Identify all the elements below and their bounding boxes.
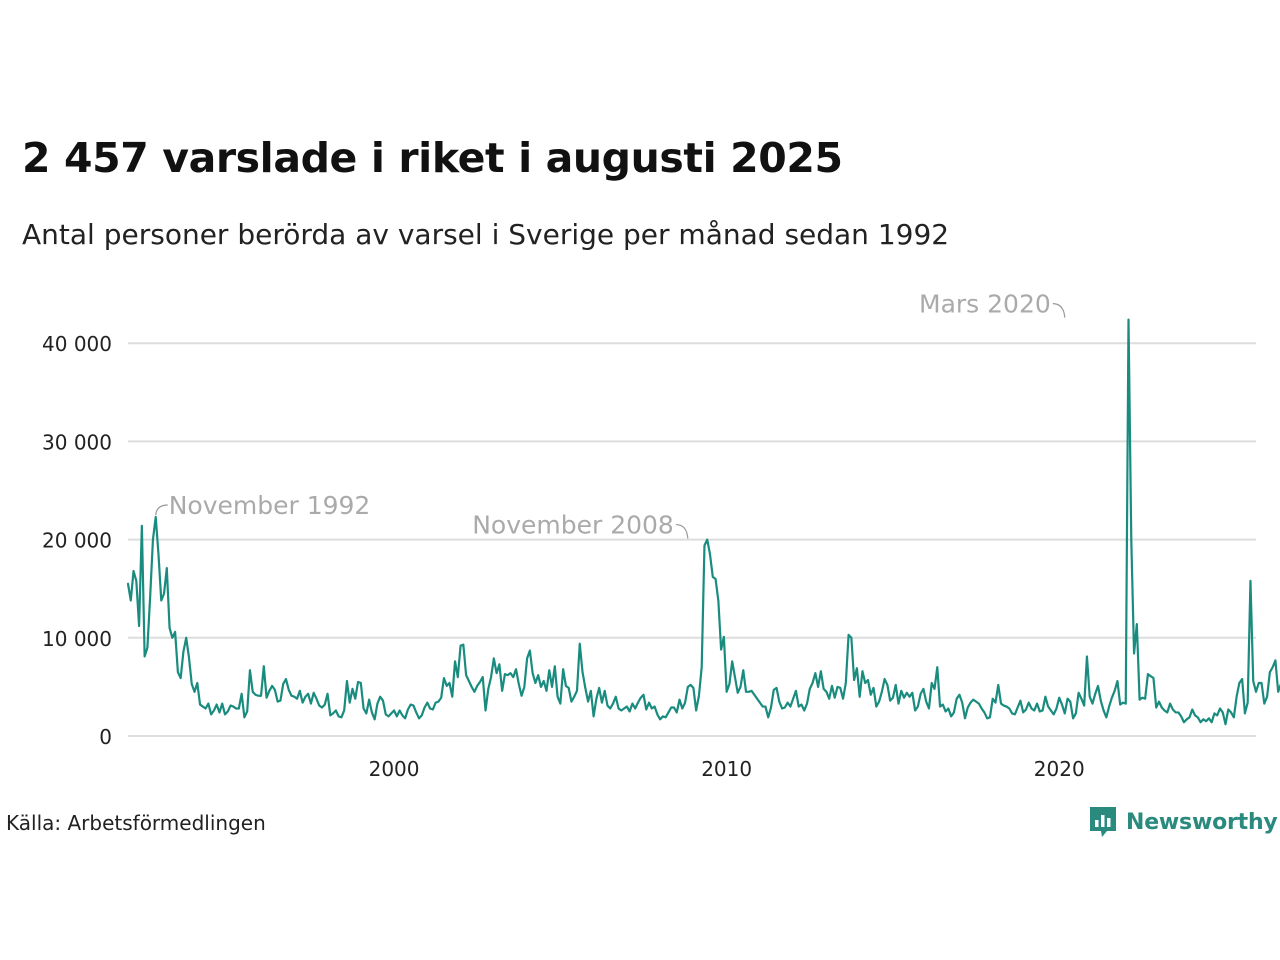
annotation-connector bbox=[1052, 303, 1066, 318]
y-tick-label: 10 000 bbox=[42, 627, 112, 651]
y-tick-label: 20 000 bbox=[42, 529, 112, 553]
line-chart: 0 10 000 20 000 30 000 40 000 2000 2010 2020 N… bbox=[42, 290, 1280, 781]
x-axis-ticks: 2000 2010 2020 bbox=[369, 757, 1085, 781]
annotation-label: November 2008 bbox=[472, 511, 674, 540]
brand-logo: Newsworthy bbox=[1088, 805, 1278, 839]
source-note: Källa: Arbetsförmedlingen bbox=[6, 811, 266, 835]
annotation-label: Mars 2020 bbox=[919, 290, 1051, 319]
newsworthy-logo-icon bbox=[1090, 807, 1116, 837]
x-tick-label: 2000 bbox=[369, 757, 420, 781]
brand-name: Newsworthy bbox=[1126, 809, 1278, 835]
y-tick-label: 40 000 bbox=[42, 332, 112, 356]
series-layer bbox=[126, 318, 1280, 726]
annotations: November 1992 November 2008 Mars 2020 bbox=[155, 290, 1066, 540]
annotation-label: November 1992 bbox=[169, 491, 371, 520]
x-tick-label: 2020 bbox=[1034, 757, 1085, 781]
x-tick-label: 2010 bbox=[701, 757, 752, 781]
series-line bbox=[126, 318, 1280, 726]
chart-title: 2 457 varslade i riket i augusti 2025 bbox=[22, 134, 843, 182]
annotation-connector bbox=[155, 504, 168, 516]
chart-subtitle: Antal personer berörda av varsel i Sveri… bbox=[22, 218, 950, 251]
y-axis-ticks: 0 10 000 20 000 30 000 40 000 bbox=[42, 332, 112, 749]
annotation-connector bbox=[675, 523, 689, 539]
y-tick-label: 0 bbox=[99, 725, 112, 749]
y-tick-label: 30 000 bbox=[42, 430, 112, 454]
grid-lines bbox=[128, 342, 1256, 737]
